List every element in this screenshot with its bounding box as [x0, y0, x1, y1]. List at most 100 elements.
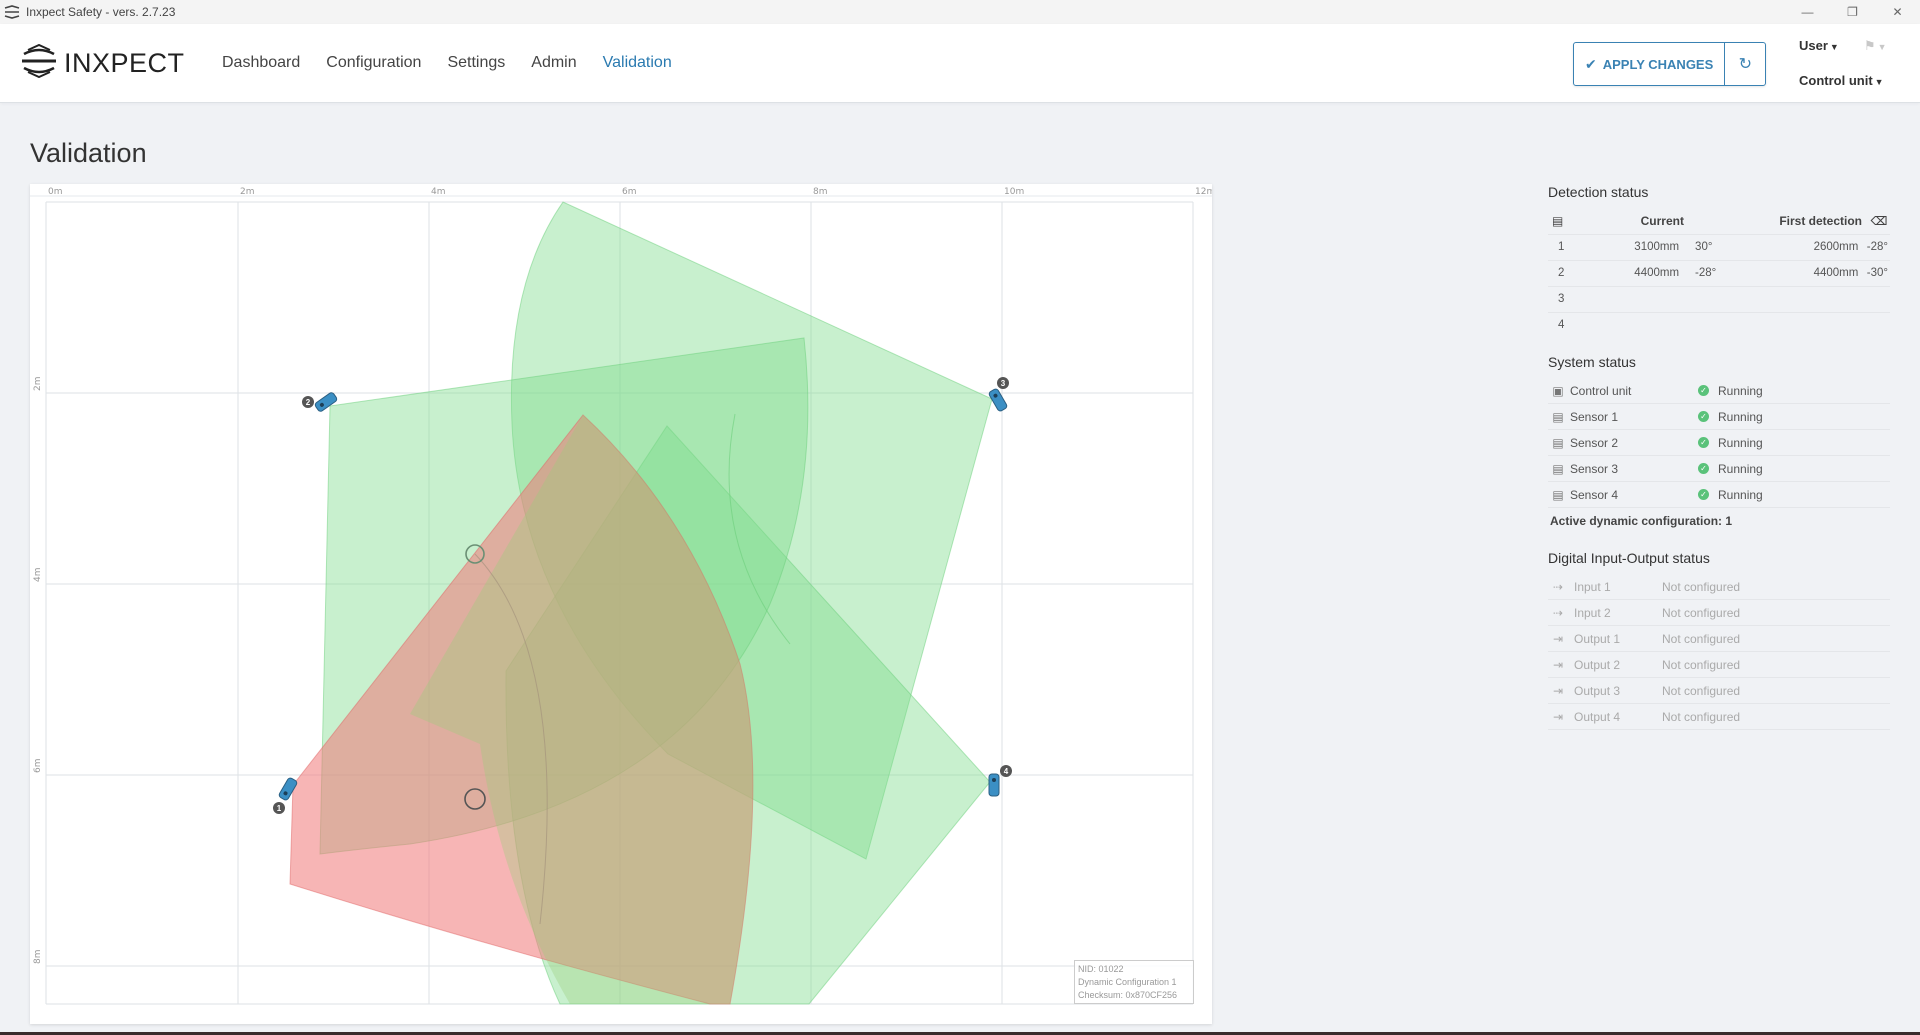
nav-configuration[interactable]: Configuration [326, 54, 422, 71]
x-tick-label: 12m [1195, 187, 1212, 197]
io-status: Not configured [1662, 683, 1741, 698]
y-tick-label: 6m [33, 759, 43, 774]
sensor-2[interactable] [314, 392, 338, 413]
detection-row: 2 4400mm -28° 4400mm -30° [1548, 259, 1890, 286]
io-status: Not configured [1662, 631, 1741, 646]
close-icon[interactable]: ✕ [1892, 5, 1903, 19]
eraser-icon[interactable]: ⌫ [1870, 213, 1888, 228]
system-item-name: Control unit [1570, 383, 1632, 398]
system-status-list: ▣ Control unit ✓ Running ▤ Sensor 1 ✓ Ru… [1548, 378, 1890, 508]
io-name: Output 2 [1574, 657, 1621, 672]
system-row: ▤ Sensor 4 ✓ Running [1548, 482, 1890, 508]
brand-logo[interactable]: INXPECT [20, 43, 185, 83]
sensor-id: 4 [1548, 311, 1576, 338]
language-flag-menu[interactable]: ⚑ ▼ [1864, 38, 1887, 54]
user-menu[interactable]: User ▼ [1799, 38, 1839, 53]
system-status-title: System status [1548, 354, 1636, 370]
detection-arc [728, 413, 791, 645]
current-distance: 4400mm [1576, 259, 1688, 286]
system-item-name: Sensor 1 [1570, 409, 1619, 424]
sensor-icon: ▤ [1552, 435, 1564, 450]
restore-icon[interactable]: ❐ [1847, 5, 1858, 19]
apply-changes-button[interactable]: ✔ APPLY CHANGES [1574, 43, 1726, 85]
dynamic-config-line: Dynamic Configuration 1 [1078, 977, 1177, 987]
first-distance [1748, 311, 1867, 338]
target-marker[interactable] [464, 788, 486, 810]
first-angle: -28° [1866, 233, 1890, 260]
nav-settings[interactable]: Settings [447, 54, 506, 71]
minimize-icon[interactable]: — [1801, 5, 1814, 19]
input-icon: ⇢ [1552, 605, 1564, 620]
system-item-status: Running [1718, 409, 1763, 424]
io-name: Output 4 [1574, 709, 1621, 724]
nav-dashboard[interactable]: Dashboard [222, 54, 301, 71]
ok-status-icon: ✓ [1698, 489, 1709, 500]
sensor-id: 1 [1548, 233, 1576, 260]
detection-row: 1 3100mm 30° 2600mm -28° [1548, 233, 1890, 260]
taskbar-edge [0, 1032, 1920, 1035]
io-row: ⇥ Output 1 Not configured [1548, 626, 1890, 652]
current-angle: 30° [1687, 233, 1749, 260]
io-row: ⇢ Input 1 Not configured [1548, 574, 1890, 600]
x-tick-label: 4m [431, 187, 446, 197]
sensor-badge [273, 802, 285, 814]
refresh-icon: ↻ [1738, 56, 1752, 73]
ok-status-icon: ✓ [1698, 463, 1709, 474]
checksum-line: Checksum: 0x870CF256 [1078, 990, 1178, 1000]
x-tick-label: 10m [1004, 187, 1024, 197]
inxpect-logo-icon [20, 43, 58, 83]
io-status: Not configured [1662, 657, 1741, 672]
current-angle: -28° [1687, 259, 1749, 286]
sensor-3[interactable] [988, 388, 1008, 412]
io-status: Not configured [1662, 605, 1741, 620]
io-status: Not configured [1662, 579, 1741, 594]
sensor-4[interactable] [988, 773, 1000, 797]
sensor-1[interactable] [278, 777, 298, 801]
io-name: Output 3 [1574, 683, 1621, 698]
config-info-box: NID: 01022 Dynamic Configuration 1 Check… [1074, 960, 1194, 1004]
system-row: ▤ Sensor 1 ✓ Running [1548, 404, 1890, 430]
caret-down-icon: ▼ [1829, 42, 1839, 52]
x-tick-label: 0m [48, 187, 63, 197]
current-header: Current [1640, 213, 1684, 228]
active-dynamic-config: Active dynamic configuration: 1 [1550, 514, 1733, 528]
output-icon: ⇥ [1552, 683, 1564, 698]
current-distance [1576, 311, 1688, 338]
output-icon: ⇥ [1552, 657, 1564, 672]
first-detection-header: First detection [1779, 213, 1862, 228]
apply-changes-label: APPLY CHANGES [1602, 56, 1714, 72]
y-tick-label: 4m [33, 568, 43, 583]
target-marker[interactable] [465, 544, 485, 564]
check-icon: ✔ [1585, 55, 1597, 72]
sensor-badge-label: 2 [306, 398, 311, 407]
validation-map[interactable]: 0m 2m 4m 6m 8m 10m 12m 2m 4m 6m 8m [30, 184, 1212, 1024]
sensor-badge [997, 377, 1009, 389]
system-item-status: Running [1718, 461, 1763, 476]
first-distance: 4400mm [1748, 259, 1867, 286]
input-icon: ⇢ [1552, 579, 1564, 594]
y-tick-label: 8m [33, 950, 43, 965]
io-status: Not configured [1662, 709, 1741, 724]
first-angle [1866, 311, 1890, 338]
map-canvas[interactable]: 0m 2m 4m 6m 8m 10m 12m 2m 4m 6m 8m [30, 184, 1212, 1024]
refresh-button[interactable]: ↻ [1725, 43, 1765, 85]
chip-icon: ▣ [1552, 383, 1564, 398]
sensor-badge-label: 3 [1001, 379, 1006, 388]
detection-header-row: ▤ Current First detection ⌫ [1548, 208, 1890, 234]
status-panel: Detection status ▤ Current First detecti… [1548, 184, 1890, 730]
system-item-status: Running [1718, 383, 1763, 398]
nav-validation[interactable]: Validation [602, 54, 672, 71]
control-unit-menu[interactable]: Control unit ▼ [1799, 73, 1884, 88]
logo-text: INXPECT [64, 48, 185, 78]
sensor-1-field [289, 414, 754, 1005]
detection-fields [289, 201, 993, 1005]
nav-admin[interactable]: Admin [531, 54, 577, 71]
detection-row: 4 [1548, 311, 1890, 338]
io-status-title: Digital Input-Output status [1548, 550, 1710, 566]
sensor-badge-label: 1 [277, 804, 282, 813]
system-item-name: Sensor 4 [1570, 487, 1619, 502]
page-title: Validation [30, 138, 147, 168]
window-titlebar: Inxpect Safety - vers. 2.7.23 — ❐ ✕ [0, 0, 1920, 24]
detection-row: 3 [1548, 285, 1890, 312]
system-row: ▤ Sensor 3 ✓ Running [1548, 456, 1890, 482]
